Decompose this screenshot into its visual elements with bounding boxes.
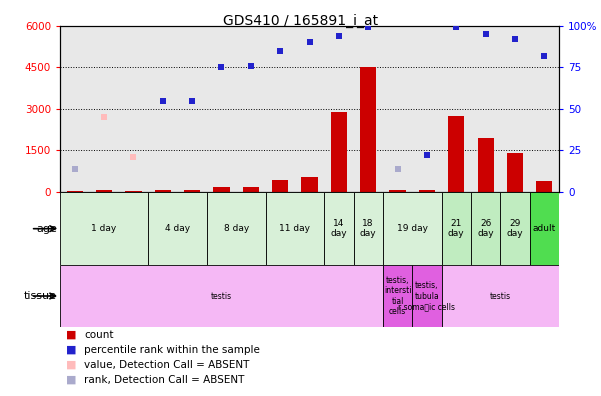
- Text: testis,
intersti
tial
cells: testis, intersti tial cells: [384, 276, 411, 316]
- Text: percentile rank within the sample: percentile rank within the sample: [84, 345, 260, 355]
- Text: 14
day: 14 day: [331, 219, 347, 238]
- Bar: [154, 190, 171, 192]
- Text: tissue: tissue: [24, 291, 57, 301]
- Bar: [67, 190, 83, 192]
- Text: 29
day: 29 day: [507, 219, 523, 238]
- Bar: [412, 265, 442, 327]
- Bar: [383, 192, 442, 265]
- Text: ■: ■: [66, 360, 76, 370]
- Text: testis: testis: [490, 291, 511, 301]
- Bar: [478, 138, 493, 192]
- Bar: [324, 192, 353, 265]
- Text: 1 day: 1 day: [91, 224, 117, 233]
- Bar: [331, 112, 347, 192]
- Bar: [148, 192, 207, 265]
- Text: testis,
tubula
r soma	ic cells: testis, tubula r soma ic cells: [398, 281, 456, 311]
- Text: age: age: [36, 224, 57, 234]
- Bar: [507, 153, 523, 192]
- Bar: [360, 67, 376, 192]
- Text: 18
day: 18 day: [360, 219, 376, 238]
- Bar: [448, 116, 465, 192]
- Bar: [536, 181, 552, 192]
- Bar: [213, 187, 230, 192]
- Text: ■: ■: [66, 345, 76, 355]
- Text: value, Detection Call = ABSENT: value, Detection Call = ABSENT: [84, 360, 249, 370]
- Bar: [389, 190, 406, 192]
- Bar: [184, 190, 200, 192]
- Bar: [471, 192, 500, 265]
- Text: ■: ■: [66, 375, 76, 385]
- Bar: [207, 192, 266, 265]
- Bar: [272, 180, 288, 192]
- Bar: [529, 192, 559, 265]
- Bar: [419, 190, 435, 192]
- Text: testis: testis: [211, 291, 232, 301]
- Bar: [353, 192, 383, 265]
- Bar: [60, 192, 148, 265]
- Bar: [60, 265, 383, 327]
- Text: 4 day: 4 day: [165, 224, 190, 233]
- Bar: [126, 190, 141, 192]
- Text: count: count: [84, 329, 114, 340]
- Text: ■: ■: [66, 329, 76, 340]
- Text: 19 day: 19 day: [397, 224, 428, 233]
- Text: adult: adult: [532, 224, 556, 233]
- Text: GDS410 / 165891_i_at: GDS410 / 165891_i_at: [223, 14, 378, 28]
- Bar: [302, 177, 317, 192]
- Text: 8 day: 8 day: [224, 224, 249, 233]
- Bar: [96, 190, 112, 192]
- Bar: [243, 187, 259, 192]
- Text: 26
day: 26 day: [477, 219, 494, 238]
- Text: 11 day: 11 day: [279, 224, 310, 233]
- Text: rank, Detection Call = ABSENT: rank, Detection Call = ABSENT: [84, 375, 245, 385]
- Bar: [442, 192, 471, 265]
- Bar: [266, 192, 324, 265]
- Bar: [500, 192, 529, 265]
- Bar: [383, 265, 412, 327]
- Text: 21
day: 21 day: [448, 219, 465, 238]
- Bar: [442, 265, 559, 327]
